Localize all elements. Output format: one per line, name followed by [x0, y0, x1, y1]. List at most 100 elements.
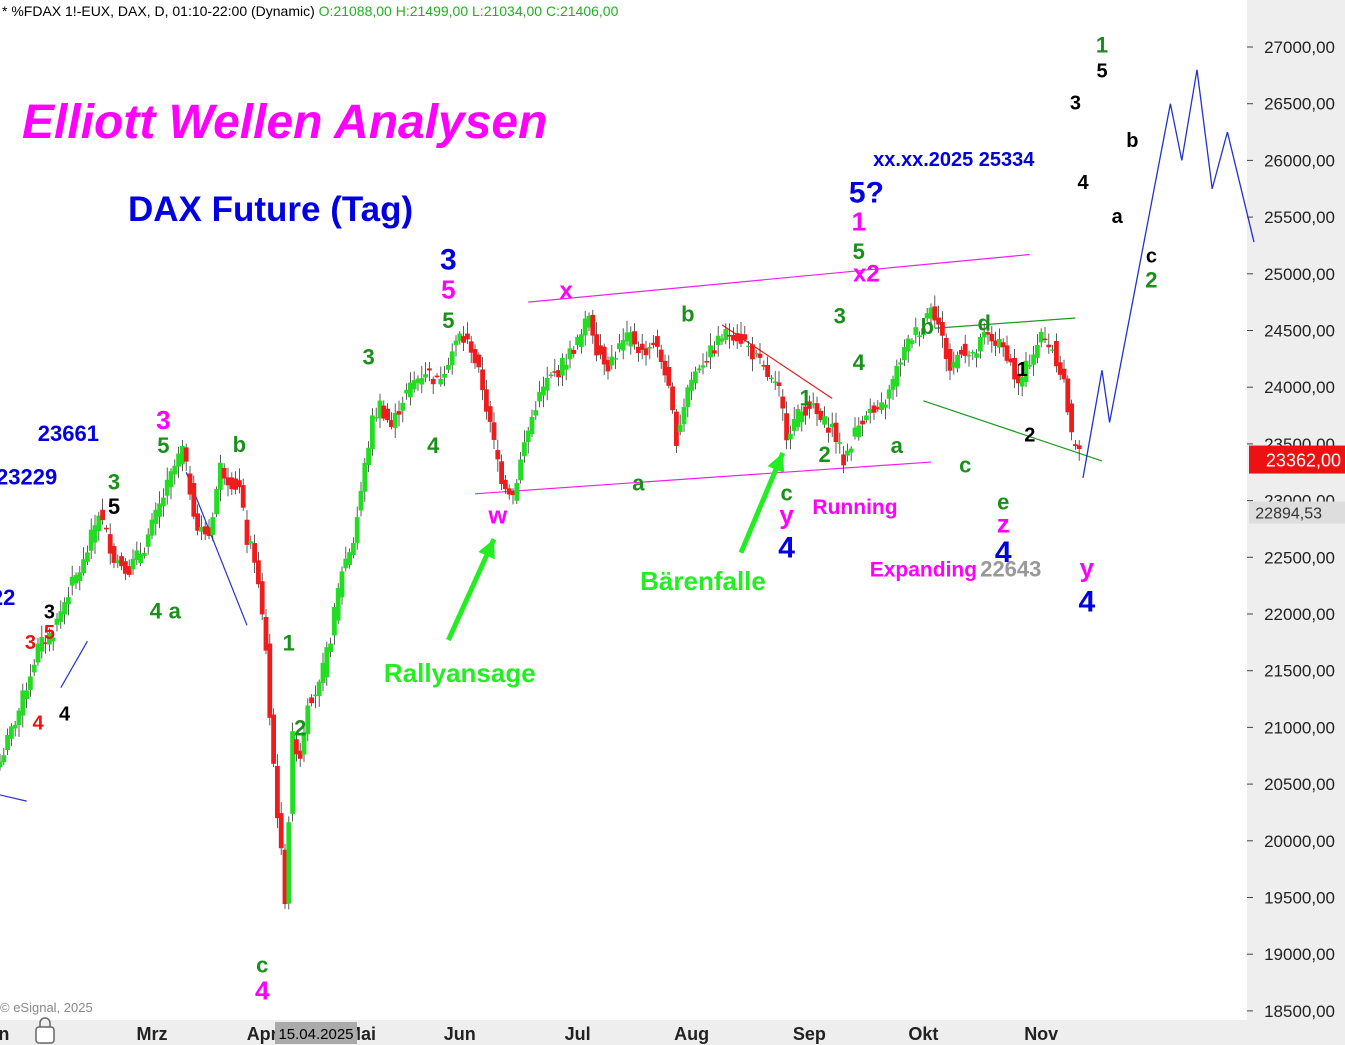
- candle-body: [404, 389, 409, 394]
- candle-body: [655, 336, 660, 347]
- wave-label: b: [1126, 130, 1138, 152]
- candle-body: [164, 479, 170, 496]
- candle-body: [499, 461, 504, 485]
- candle-body: [807, 401, 812, 409]
- candle-body: [392, 412, 398, 428]
- candle-body: [966, 354, 972, 357]
- candle-body: [643, 348, 649, 356]
- candle-body: [31, 664, 37, 673]
- candle-body: [104, 527, 109, 530]
- candlesticks: [0, 295, 1082, 910]
- candle-body: [506, 488, 512, 495]
- candle-body: [605, 359, 611, 372]
- candle-body: [221, 467, 227, 479]
- candle-body: [111, 546, 117, 563]
- candle-body: [107, 534, 113, 554]
- wave-label: z: [997, 508, 1010, 538]
- sub-title: DAX Future (Tag): [128, 190, 414, 229]
- candle-body: [647, 346, 653, 349]
- candle-body: [88, 529, 94, 551]
- candle-body: [373, 417, 379, 419]
- candle-body: [47, 632, 52, 645]
- y-tick-label: 27000,00: [1264, 38, 1335, 57]
- candle-body: [704, 361, 710, 363]
- candle-body: [894, 365, 900, 387]
- candle-body: [385, 408, 390, 421]
- wave-label: 4: [32, 713, 44, 735]
- candle-body: [529, 416, 535, 435]
- wave-label: b: [681, 301, 694, 326]
- callout-label: Bärenfalle: [640, 566, 766, 596]
- y-tick-label: 21000,00: [1264, 718, 1335, 737]
- candle-body: [54, 618, 60, 625]
- candle-body: [1069, 403, 1074, 433]
- candle-body: [381, 405, 387, 419]
- candle-body: [780, 396, 786, 409]
- wave-label: xx.xx.2025 25334: [873, 149, 1035, 171]
- wave-label: 4: [59, 704, 71, 726]
- ohlc-values: O:21088,00 H:21499,00 L:21034,00 C:21406…: [318, 3, 619, 19]
- main-title: Elliott Wellen Analysen: [22, 96, 548, 149]
- candle-body: [267, 643, 273, 718]
- candle-body: [788, 433, 793, 440]
- candle-body: [757, 353, 763, 358]
- y-tick-label: 26000,00: [1264, 151, 1335, 170]
- candle-body: [202, 526, 208, 535]
- candle-body: [332, 606, 337, 636]
- candle-body: [829, 423, 835, 428]
- candle-body: [719, 338, 725, 342]
- candle-body: [875, 407, 881, 410]
- candle-body: [776, 382, 782, 386]
- candle-body: [1076, 445, 1082, 450]
- wave-label: 2: [818, 442, 830, 467]
- candle-body: [913, 327, 919, 335]
- wave-label: 1: [799, 385, 811, 410]
- candle-body: [700, 365, 706, 368]
- wave-label: 5: [853, 239, 865, 264]
- candle-body: [35, 643, 41, 663]
- candle-body: [902, 347, 907, 361]
- candle-body: [119, 556, 124, 567]
- candle-body: [624, 332, 630, 342]
- candle-body: [795, 409, 801, 428]
- x-tick-label: Nov: [1024, 1024, 1058, 1044]
- candle-body: [20, 690, 26, 716]
- candle-body: [1065, 378, 1071, 413]
- candle-body: [936, 317, 941, 325]
- x-tick-label: Apr: [247, 1024, 278, 1044]
- candle-body: [579, 334, 584, 348]
- candle-body: [271, 714, 276, 764]
- candle-body: [670, 386, 675, 411]
- candle-body: [651, 342, 656, 346]
- candle-body: [510, 491, 516, 496]
- candle-body: [294, 739, 299, 755]
- price-axis: 27000,00 26500,00 26000,00 25500,00 25000,00…: [1247, 38, 1345, 1021]
- candle-body: [476, 354, 482, 368]
- callout-arrowhead: [478, 539, 495, 560]
- chart-header: * %FDAX 1!-EUX, DAX, D, 01:10-22:00 (Dyn…: [2, 3, 618, 19]
- candle-body: [187, 473, 193, 495]
- candle-body: [275, 765, 280, 819]
- candle-body: [430, 378, 436, 385]
- candle-body: [449, 351, 455, 366]
- wave-label: y: [779, 499, 794, 529]
- candle-body: [955, 354, 960, 369]
- wave-label: 2: [1145, 267, 1157, 292]
- candle-body: [738, 333, 744, 344]
- candle-body: [396, 411, 402, 415]
- candle-body: [522, 442, 527, 457]
- candle-body: [408, 382, 413, 398]
- candle-body: [632, 331, 637, 345]
- candle-body: [1050, 349, 1055, 351]
- time-axis: DynMrzAprMaiJunJulAugSepOktNov15.04.2025…: [0, 1000, 1058, 1044]
- x-tick-label: Jul: [565, 1024, 591, 1044]
- candle-body: [1054, 340, 1059, 367]
- wave-label: a: [632, 470, 645, 495]
- wave-label: 4: [995, 536, 1012, 569]
- candle-body: [674, 411, 679, 446]
- candle-body: [290, 731, 295, 814]
- y-tick-label: 18500,00: [1264, 1002, 1335, 1021]
- trend-line: [528, 253, 1030, 303]
- candle-body: [898, 362, 903, 365]
